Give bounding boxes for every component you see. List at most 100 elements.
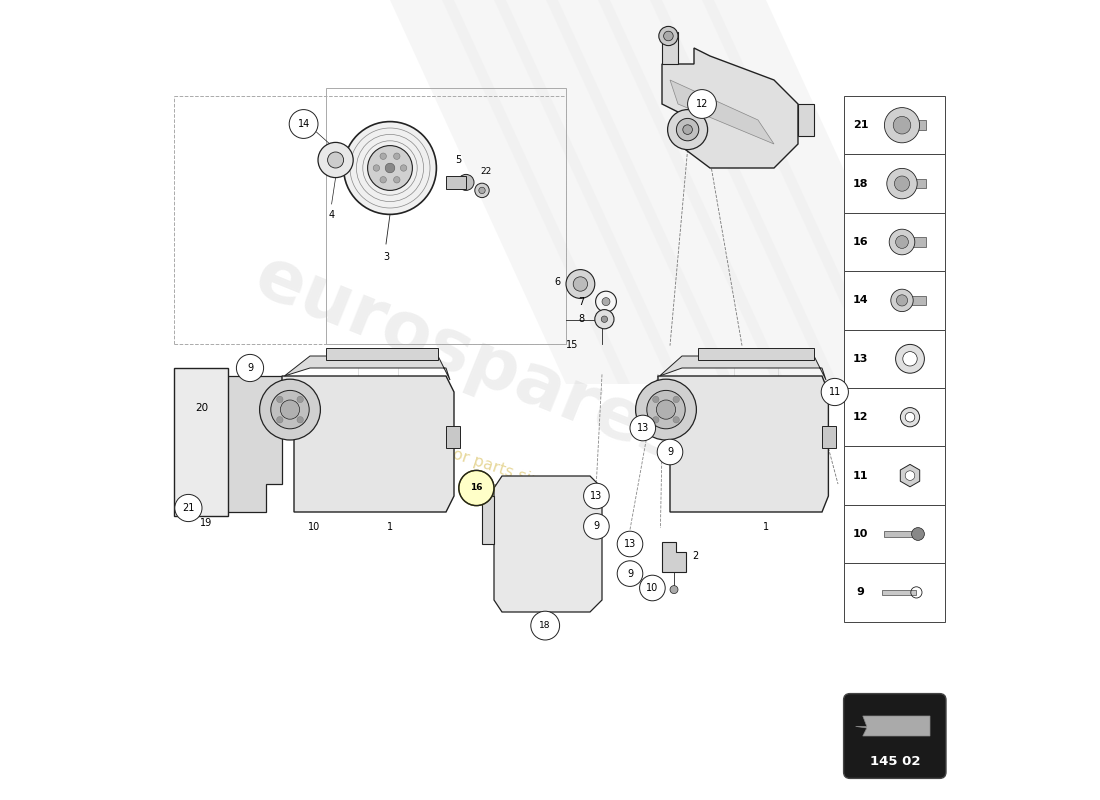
Circle shape xyxy=(663,31,673,41)
Text: 13: 13 xyxy=(624,539,636,549)
Text: 18: 18 xyxy=(852,178,868,189)
Circle shape xyxy=(595,310,614,329)
Text: 9: 9 xyxy=(246,363,253,373)
Text: 7: 7 xyxy=(579,297,584,306)
Circle shape xyxy=(394,177,400,183)
Text: 6: 6 xyxy=(554,277,560,286)
Polygon shape xyxy=(326,348,438,360)
Polygon shape xyxy=(494,476,602,612)
Bar xyxy=(845,505,945,563)
Circle shape xyxy=(822,378,848,406)
Text: 10: 10 xyxy=(852,529,868,539)
Bar xyxy=(882,590,915,594)
FancyBboxPatch shape xyxy=(844,694,946,778)
Text: 10: 10 xyxy=(308,522,320,532)
Circle shape xyxy=(318,142,353,178)
Text: 16: 16 xyxy=(852,237,868,247)
Text: 3: 3 xyxy=(383,252,389,262)
Bar xyxy=(845,213,945,271)
Circle shape xyxy=(905,413,915,422)
Text: 21: 21 xyxy=(852,120,868,130)
Bar xyxy=(902,295,926,305)
Circle shape xyxy=(891,289,913,311)
Text: 2: 2 xyxy=(692,551,698,561)
Text: 18: 18 xyxy=(539,621,551,630)
Circle shape xyxy=(400,165,407,171)
Text: 145 02: 145 02 xyxy=(870,755,920,768)
Circle shape xyxy=(478,187,485,194)
Bar xyxy=(845,96,945,154)
Circle shape xyxy=(175,494,202,522)
Polygon shape xyxy=(658,376,828,512)
Circle shape xyxy=(905,470,915,480)
Circle shape xyxy=(617,531,642,557)
Polygon shape xyxy=(285,356,450,380)
Circle shape xyxy=(459,470,494,506)
Bar xyxy=(446,426,461,448)
Polygon shape xyxy=(282,376,454,512)
Polygon shape xyxy=(174,368,228,516)
Circle shape xyxy=(647,390,685,429)
Polygon shape xyxy=(546,0,786,384)
Circle shape xyxy=(889,230,915,254)
Text: 1: 1 xyxy=(763,522,769,532)
Circle shape xyxy=(657,400,675,419)
Bar xyxy=(845,154,945,213)
Circle shape xyxy=(280,400,299,419)
Text: 14: 14 xyxy=(297,119,310,129)
Text: 5: 5 xyxy=(455,154,461,165)
Polygon shape xyxy=(662,542,686,572)
Bar xyxy=(884,531,916,538)
Polygon shape xyxy=(660,356,826,380)
Circle shape xyxy=(297,417,304,423)
Circle shape xyxy=(328,152,343,168)
Circle shape xyxy=(630,415,656,441)
Circle shape xyxy=(912,528,924,541)
Circle shape xyxy=(289,110,318,138)
Circle shape xyxy=(379,177,386,183)
Circle shape xyxy=(276,417,283,423)
Circle shape xyxy=(271,390,309,429)
Bar xyxy=(845,563,945,622)
Text: 13: 13 xyxy=(637,423,649,433)
Text: 11: 11 xyxy=(852,470,868,481)
Text: eurospares: eurospares xyxy=(245,242,695,478)
Circle shape xyxy=(688,90,716,118)
Polygon shape xyxy=(856,716,930,736)
Text: 14: 14 xyxy=(852,295,868,306)
Text: 8: 8 xyxy=(579,314,584,324)
Text: 9: 9 xyxy=(667,447,673,457)
Bar xyxy=(326,88,566,344)
Circle shape xyxy=(566,270,595,298)
Text: 1: 1 xyxy=(387,522,393,532)
Circle shape xyxy=(894,176,910,191)
Text: 19: 19 xyxy=(200,518,212,529)
Circle shape xyxy=(617,561,642,586)
Polygon shape xyxy=(494,0,734,384)
Circle shape xyxy=(893,116,911,134)
Bar xyxy=(902,178,926,188)
Circle shape xyxy=(683,125,692,134)
Circle shape xyxy=(385,163,395,173)
Circle shape xyxy=(602,316,607,322)
Text: 10: 10 xyxy=(647,583,659,593)
Polygon shape xyxy=(662,48,798,168)
Polygon shape xyxy=(226,368,282,512)
Polygon shape xyxy=(798,104,814,136)
Polygon shape xyxy=(650,0,890,384)
Polygon shape xyxy=(598,0,838,384)
Text: 16: 16 xyxy=(470,483,483,493)
Bar xyxy=(446,176,466,189)
Circle shape xyxy=(297,396,304,402)
Circle shape xyxy=(236,354,264,382)
Circle shape xyxy=(367,146,412,190)
Text: 21: 21 xyxy=(183,503,195,513)
Text: 17: 17 xyxy=(539,620,551,630)
Circle shape xyxy=(458,174,474,190)
Circle shape xyxy=(602,298,610,306)
Bar xyxy=(845,446,945,505)
Circle shape xyxy=(373,165,380,171)
Bar xyxy=(845,271,945,330)
Circle shape xyxy=(673,396,680,402)
Bar xyxy=(822,426,836,448)
